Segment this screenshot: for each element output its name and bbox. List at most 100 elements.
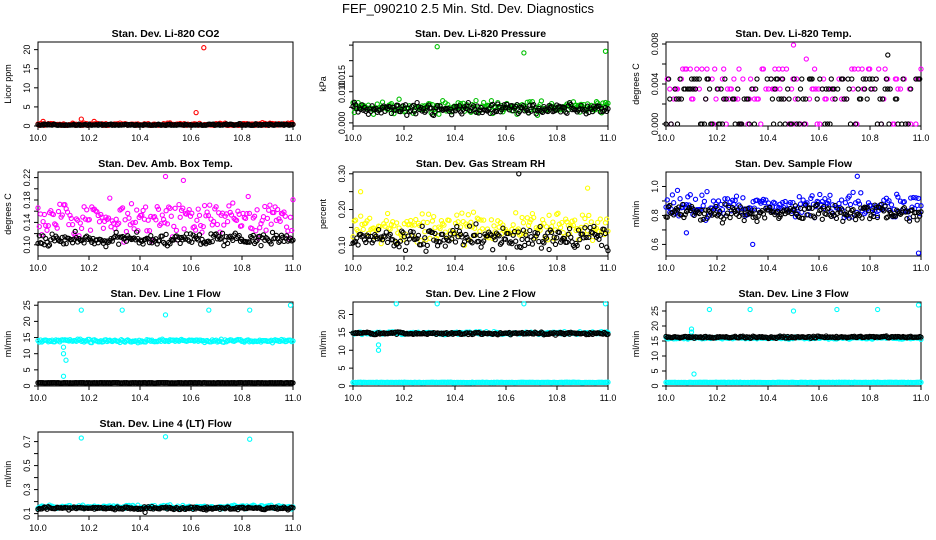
data-point (913, 209, 919, 216)
data-point (145, 217, 151, 223)
data-point (751, 205, 758, 211)
plot-frame (665, 301, 922, 387)
x-tick-label: 10.0 (657, 263, 675, 273)
data-point (882, 86, 888, 92)
data-point (681, 214, 687, 221)
data-point (593, 104, 600, 110)
x-tick-label: 11.0 (600, 263, 617, 273)
data-point (721, 216, 727, 222)
x-tick-label: 10.2 (80, 263, 98, 273)
data-point (449, 236, 455, 242)
data-point (840, 76, 846, 82)
data-point (918, 66, 924, 72)
data-point (706, 86, 713, 92)
y-tick-label: 0.015 (337, 65, 347, 88)
data-point (814, 121, 820, 127)
data-point (383, 218, 389, 224)
data-point (849, 76, 855, 82)
data-point (50, 211, 57, 218)
data-point (667, 96, 673, 102)
panel-title: Stan. Dev. Line 2 Flow (425, 288, 536, 300)
data-point (722, 196, 728, 202)
data-point (570, 105, 577, 112)
data-point (885, 86, 891, 92)
data-point (538, 245, 545, 251)
data-point (860, 76, 866, 82)
data-point (894, 96, 900, 102)
data-point (906, 218, 913, 224)
data-point (166, 204, 172, 210)
outlier-point (60, 373, 67, 379)
data-point (705, 76, 711, 82)
data-point (262, 203, 268, 210)
data-point (859, 215, 865, 221)
data-point (687, 86, 693, 92)
data-point (274, 206, 281, 213)
data-point (719, 76, 726, 82)
data-point (777, 86, 783, 92)
data-point (258, 220, 264, 227)
data-point (187, 231, 194, 237)
data-point (788, 121, 795, 127)
data-point (375, 226, 382, 233)
data-point (104, 216, 110, 223)
data-point (67, 212, 73, 219)
data-point (722, 76, 728, 82)
data-point (891, 206, 897, 212)
data-point (248, 233, 254, 240)
data-point (768, 76, 774, 82)
data-point (253, 228, 259, 234)
data-point (209, 238, 215, 245)
data-point (383, 229, 389, 235)
data-point (245, 193, 251, 200)
data-point (387, 104, 393, 110)
data-point (664, 214, 670, 220)
x-tick-label: 11.0 (913, 393, 930, 403)
x-tick-label: 10.8 (861, 393, 879, 403)
data-point (754, 218, 760, 225)
data-point (198, 222, 204, 229)
data-point (142, 204, 149, 210)
outlier-point (206, 307, 212, 313)
data-point (809, 193, 815, 199)
outlier-point (375, 342, 382, 348)
x-tick-label: 10.8 (548, 393, 566, 403)
x-tick-label: 10.6 (182, 133, 200, 143)
data-point (719, 121, 726, 127)
x-tick-label: 10.8 (233, 393, 251, 403)
data-point (213, 204, 219, 210)
data-point (64, 209, 71, 215)
x-tick-label: 10.2 (80, 133, 98, 143)
data-point (381, 233, 387, 239)
outlier-point (78, 307, 84, 313)
outlier-point (516, 171, 522, 177)
data-point (855, 198, 861, 204)
outlier-point (78, 116, 84, 122)
outlier-point (691, 371, 697, 377)
data-point (396, 244, 402, 250)
data-point (604, 108, 610, 115)
data-point (531, 102, 537, 108)
data-point (564, 239, 570, 245)
data-point (502, 236, 509, 242)
data-point (409, 222, 415, 228)
data-point (400, 103, 406, 109)
panel-title: Stan. Dev. Line 1 Flow (110, 288, 221, 300)
data-point (741, 217, 747, 224)
data-point (737, 204, 743, 210)
y-tick-label: 0.3 (22, 483, 32, 496)
data-point (745, 96, 751, 102)
data-point (850, 189, 856, 196)
panel-title: Stan. Dev. Line 3 Flow (738, 288, 849, 300)
data-point (123, 238, 130, 244)
x-tick-label: 11.0 (913, 133, 930, 143)
x-tick-label: 10.6 (497, 263, 515, 273)
data-point (694, 66, 700, 72)
data-point (399, 228, 405, 234)
data-point (786, 96, 792, 102)
data-point (282, 213, 288, 219)
data-point (251, 213, 258, 219)
data-point (905, 121, 911, 127)
data-point (185, 237, 191, 243)
data-point (582, 215, 588, 222)
